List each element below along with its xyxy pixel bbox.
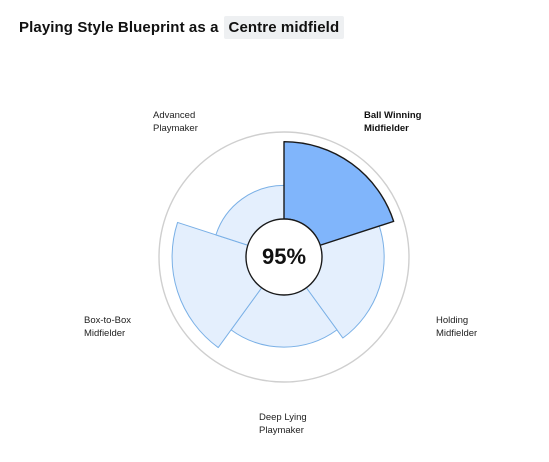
role-label-deep-lying-playmaker: Deep Lying Playmaker <box>259 411 307 437</box>
role-label-line2: Midfielder <box>436 328 478 339</box>
role-label-line1: Deep Lying <box>259 412 307 423</box>
role-label-advanced-playmaker: Advanced Playmaker <box>153 109 198 135</box>
role-label-holding-midfielder: Holding Midfielder <box>436 314 477 340</box>
position-chip: Centre midfield <box>223 16 345 39</box>
role-label-line1: Advanced <box>153 110 196 121</box>
role-label-line2: Midfielder <box>364 123 409 134</box>
role-label-line2: Playmaker <box>259 425 304 436</box>
role-label-box-to-box-midfielder: Box-to-Box Midfielder <box>84 314 131 340</box>
role-label-line1: Ball Winning <box>364 110 422 121</box>
page-title: Playing Style Blueprint as a Centre midf… <box>19 16 345 39</box>
center-circle <box>245 218 323 296</box>
match-percentage: 95% <box>261 244 307 269</box>
outer-guide-ring <box>158 131 410 383</box>
role-label-line1: Holding <box>436 315 469 326</box>
page-title-text: Playing Style Blueprint as a <box>19 19 219 36</box>
role-label-line2: Playmaker <box>153 123 198 134</box>
role-label-ball-winning-midfielder: Ball Winning Midfielder <box>364 109 421 135</box>
role-label-line1: Box-to-Box <box>84 315 131 326</box>
role-label-line2: Midfielder <box>84 328 126 339</box>
